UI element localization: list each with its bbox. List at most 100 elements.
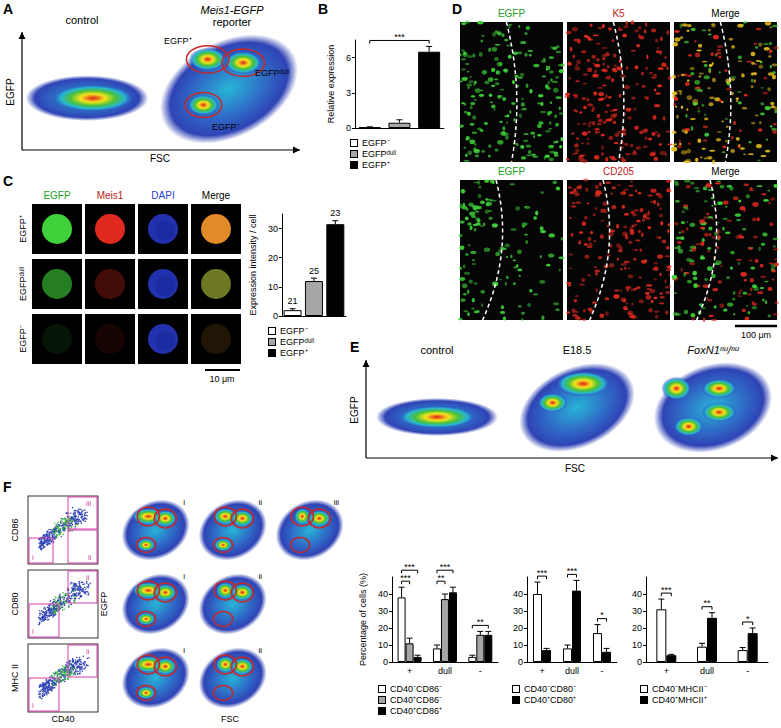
svg-text:ii: ii <box>258 646 262 655</box>
svg-text:ii: ii <box>88 553 92 562</box>
svg-text:*: * <box>600 610 604 620</box>
svg-text:30: 30 <box>632 606 642 616</box>
svg-text:i: i <box>32 553 34 562</box>
svg-text:+: + <box>407 666 412 676</box>
svg-text:40: 40 <box>378 589 388 599</box>
svg-text:iii: iii <box>334 498 340 507</box>
svg-text:30: 30 <box>268 224 278 234</box>
svg-text:dull: dull <box>700 666 714 676</box>
svg-text:FoxN1ⁿᵘ/ⁿᵘ: FoxN1ⁿᵘ/ⁿᵘ <box>687 344 739 356</box>
svg-text:i: i <box>32 701 34 710</box>
svg-text:FSC: FSC <box>221 714 240 724</box>
svg-text:Relative expression: Relative expression <box>326 45 336 124</box>
svg-text:A: A <box>3 1 13 17</box>
svg-text:Percentage of cells (%): Percentage of cells (%) <box>358 573 368 666</box>
svg-text:10 μm: 10 μm <box>209 374 234 384</box>
svg-text:EGFP⁺: EGFP⁺ <box>18 215 28 243</box>
svg-text:10: 10 <box>378 640 388 650</box>
svg-text:***: *** <box>440 562 451 572</box>
svg-text:ii: ii <box>86 573 90 582</box>
svg-text:Merge: Merge <box>711 166 740 177</box>
svg-text:+: + <box>539 666 544 676</box>
svg-text:-: - <box>479 666 482 676</box>
svg-text:10: 10 <box>268 282 278 292</box>
svg-text:40: 40 <box>513 589 523 599</box>
svg-text:0: 0 <box>637 657 642 667</box>
svg-text:CD80: CD80 <box>10 592 20 615</box>
svg-text:*: * <box>746 614 750 624</box>
svg-text:EGFP: EGFP <box>43 190 71 201</box>
svg-text:***: *** <box>400 573 411 583</box>
svg-text:DAPI: DAPI <box>151 190 174 201</box>
svg-text:-: - <box>746 666 749 676</box>
svg-text:40: 40 <box>632 589 642 599</box>
svg-text:FSC: FSC <box>150 153 170 164</box>
svg-text:F: F <box>3 479 12 495</box>
svg-text:EGFP: EGFP <box>5 78 16 106</box>
svg-text:***: *** <box>404 562 415 572</box>
svg-text:6: 6 <box>346 53 351 63</box>
svg-text:reporter: reporter <box>213 16 252 28</box>
svg-text:3: 3 <box>346 88 351 98</box>
svg-text:EGFP: EGFP <box>498 8 526 19</box>
svg-text:-: - <box>601 666 604 676</box>
svg-text:D: D <box>452 1 462 17</box>
svg-text:EGFPᵈᵘˡˡ: EGFPᵈᵘˡˡ <box>18 267 28 301</box>
svg-text:30: 30 <box>513 606 523 616</box>
svg-text:Expression intensity / cell: Expression intensity / cell <box>248 214 258 315</box>
svg-text:***: *** <box>537 568 548 578</box>
svg-text:Merge: Merge <box>202 190 231 201</box>
svg-text:23: 23 <box>330 208 340 218</box>
svg-text:i: i <box>183 572 185 581</box>
svg-text:EGFP: EGFP <box>349 396 360 424</box>
svg-text:FSC: FSC <box>565 463 585 474</box>
svg-text:iii: iii <box>86 499 92 508</box>
svg-text:control: control <box>420 344 453 356</box>
svg-text:E: E <box>350 339 359 355</box>
svg-text:20: 20 <box>378 623 388 633</box>
svg-text:***: *** <box>567 566 578 576</box>
svg-text:0: 0 <box>518 657 523 667</box>
svg-text:**: ** <box>703 598 711 608</box>
svg-text:EGFPᵈᵘˡˡ: EGFPᵈᵘˡˡ <box>255 68 289 78</box>
svg-text:Merge: Merge <box>711 8 740 19</box>
svg-text:E18.5: E18.5 <box>563 344 592 356</box>
svg-text:0: 0 <box>273 311 278 321</box>
svg-text:ii: ii <box>86 647 90 656</box>
svg-text:EGFP⁻: EGFP⁻ <box>212 122 240 132</box>
svg-text:ii: ii <box>258 572 262 581</box>
svg-text:***: *** <box>394 32 405 42</box>
svg-text:+: + <box>664 666 669 676</box>
svg-text:K5: K5 <box>612 8 625 19</box>
svg-text:CD86: CD86 <box>10 518 20 541</box>
svg-text:i: i <box>183 498 185 507</box>
svg-text:Meis1: Meis1 <box>97 190 124 201</box>
svg-text:EGFP⁺: EGFP⁺ <box>164 36 192 46</box>
svg-text:control: control <box>65 14 98 26</box>
svg-text:20: 20 <box>513 623 523 633</box>
svg-text:C: C <box>3 173 13 189</box>
svg-text:**: ** <box>437 573 445 583</box>
svg-text:10: 10 <box>632 640 642 650</box>
svg-text:B: B <box>318 1 328 17</box>
svg-text:MHC II: MHC II <box>10 664 20 692</box>
svg-text:25: 25 <box>309 266 319 276</box>
svg-text:CD40: CD40 <box>51 714 74 724</box>
svg-text:dull: dull <box>438 666 452 676</box>
svg-text:ii: ii <box>258 498 262 507</box>
svg-text:20: 20 <box>268 253 278 263</box>
svg-text:20: 20 <box>632 623 642 633</box>
svg-text:***: *** <box>661 585 672 595</box>
svg-text:**: ** <box>477 617 485 627</box>
svg-text:10: 10 <box>513 640 523 650</box>
svg-text:0: 0 <box>383 657 388 667</box>
svg-text:EGFP⁻: EGFP⁻ <box>18 325 28 353</box>
svg-text:21: 21 <box>288 296 298 306</box>
svg-text:EGFP: EGFP <box>99 592 109 617</box>
svg-text:30: 30 <box>378 606 388 616</box>
svg-text:i: i <box>183 646 185 655</box>
svg-text:100 μm: 100 μm <box>741 330 771 340</box>
svg-text:dull: dull <box>565 666 579 676</box>
svg-text:Meis1-EGFP: Meis1-EGFP <box>201 4 265 16</box>
svg-text:0: 0 <box>346 123 351 133</box>
